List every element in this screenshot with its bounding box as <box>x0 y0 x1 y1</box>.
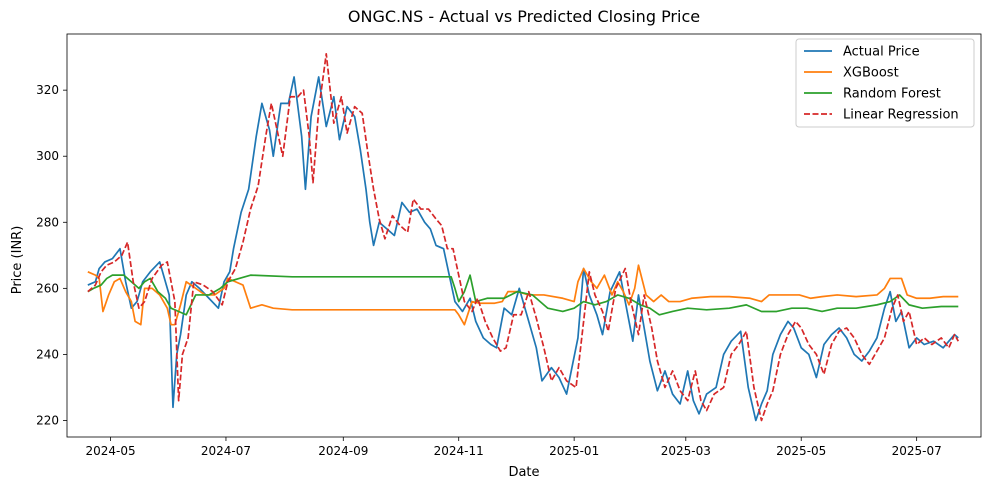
y-tick-label: 320 <box>36 83 59 97</box>
x-tick-label: 2025-07 <box>892 444 942 458</box>
legend-label-actual-price: Actual Price <box>843 45 920 60</box>
plot-frame <box>66 33 982 438</box>
x-tick-label: 2024-05 <box>85 444 135 458</box>
axes-layer: 2024-05 2024-07 2024-09 2024-11 2025-01 2025-… <box>36 33 982 458</box>
x-tick-label: 2025-03 <box>661 444 711 458</box>
x-tick-label: 2025-01 <box>549 444 599 458</box>
legend-label-xgboost: XGBoost <box>843 66 899 81</box>
y-tick-label: 260 <box>36 281 59 295</box>
series-line-xgboost <box>87 264 959 326</box>
series-line-actual-price <box>87 76 959 422</box>
x-axis-label: Date <box>508 465 539 480</box>
x-tick-label: 2024-07 <box>201 444 251 458</box>
legend-box <box>795 38 975 128</box>
legend-label-random-forest: Random Forest <box>843 87 941 102</box>
series-line-linear-regression <box>87 52 960 422</box>
series-line-random-forest <box>87 274 959 316</box>
series-layer <box>87 52 960 422</box>
y-tick-label: 280 <box>36 215 59 229</box>
y-tick-label: 240 <box>36 347 59 361</box>
y-axis-label: Price (INR) <box>10 226 25 295</box>
y-tick-label: 300 <box>36 149 59 163</box>
chart-title: ONGC.NS - Actual vs Predicted Closing Pr… <box>348 7 700 26</box>
x-tick-label: 2025-05 <box>776 444 826 458</box>
legend: Actual Price XGBoost Random Forest Linear R… <box>795 38 975 128</box>
x-tick-label: 2024-11 <box>434 444 484 458</box>
x-tick-label: 2024-09 <box>318 444 368 458</box>
legend-label-linear-regression: Linear Regression <box>843 108 959 123</box>
y-tick-label: 220 <box>36 413 59 427</box>
